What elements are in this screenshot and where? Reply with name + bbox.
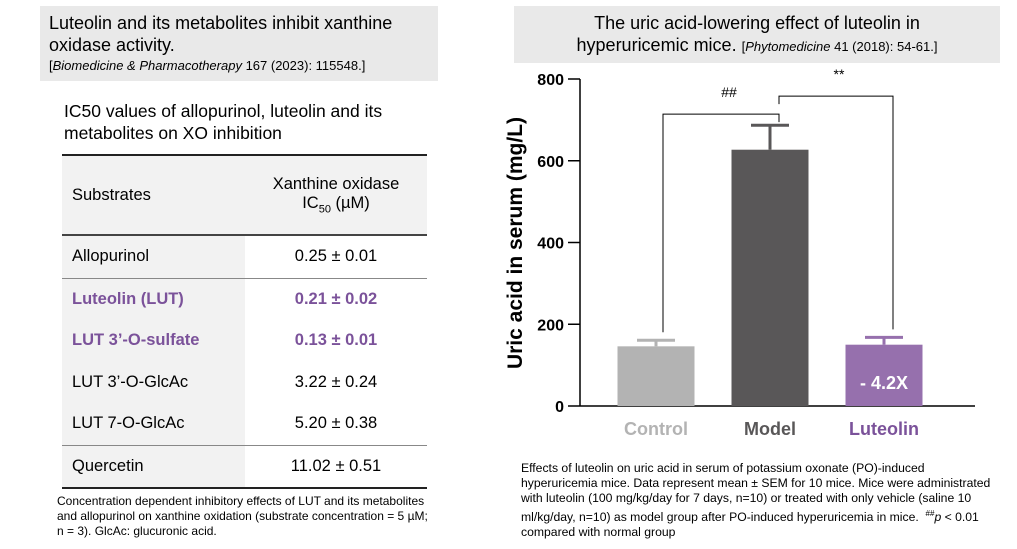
y-tick-label: 200 (537, 317, 564, 334)
bar-control (617, 346, 695, 406)
ic50-cell: 5.20 ± 0.38 (245, 403, 427, 446)
table-row: Quercetin 11.02 ± 0.51 (62, 445, 427, 489)
bar-annotation: - 4.2X (860, 373, 908, 393)
ic50-cell: 0.25 ± 0.01 (245, 235, 427, 279)
right-title: The uric acid-lowering effect of luteoli… (576, 13, 920, 55)
substrate-cell: LUT 3’-O-sulfate (62, 320, 245, 362)
significance-bracket (662, 113, 780, 333)
y-axis-label: Uric acid in serum (mg/L) (504, 117, 527, 369)
y-tick-label: 0 (555, 399, 564, 416)
left-note: Concentration dependent inhibitory effec… (57, 494, 428, 538)
ic50-cell: 0.13 ± 0.01 (294, 331, 378, 350)
right-title-box: The uric acid-lowering effect of luteoli… (514, 6, 1000, 63)
ic50-cell: 11.02 ± 0.51 (245, 445, 427, 489)
right-citation: [Phytomedicine 41 (2018): 54-61.] (741, 39, 938, 54)
table-row: LUT 7-O-GlcAc 5.20 ± 0.38 (62, 403, 427, 446)
table-row: Luteolin (LUT) 0.21 ± 0.02 (62, 278, 427, 320)
left-citation: [Biomedicine & Pharmacotherapy 167 (2023… (49, 58, 366, 73)
right-note: Effects of luteolin on uric acid in seru… (521, 461, 991, 540)
table-row: LUT 3’-O-GlcAc 3.22 ± 0.24 (62, 361, 427, 403)
x-label-control: Control (624, 419, 688, 439)
ic50-table: Substrates Xanthine oxidase IC50 (µM) All… (62, 154, 427, 489)
ic50-cell: 3.22 ± 0.24 (294, 372, 378, 391)
y-tick-label: 600 (537, 154, 564, 171)
table-row: LUT 3’-O-sulfate 0.13 ± 0.01 (62, 320, 427, 362)
substrate-cell: LUT 3’-O-GlcAc (62, 361, 245, 403)
header-ic50: Xanthine oxidase IC50 (µM) (245, 154, 427, 236)
table-caption: IC50 values of allopurinol, luteolin and… (64, 101, 383, 143)
significance-bracket (778, 95, 894, 330)
significance-label: ## (721, 84, 737, 100)
ic50-cell: 0.21 ± 0.02 (294, 289, 378, 308)
table-row: Allopurinol 0.25 ± 0.01 (62, 235, 427, 279)
substrate-cell: Luteolin (LUT) (62, 278, 245, 320)
x-label-luteolin: Luteolin (849, 419, 919, 439)
x-label-model: Model (744, 419, 796, 439)
left-title-box: Luteolin and its metabolites inhibit xan… (40, 6, 438, 81)
left-title: Luteolin and its metabolites inhibit xan… (49, 13, 393, 55)
y-tick-label: 800 (537, 72, 564, 89)
header-substrates: Substrates (62, 154, 245, 236)
significance-label: ** (834, 66, 845, 82)
bar-model (731, 149, 809, 406)
substrate-cell: Quercetin (62, 445, 245, 489)
bar-luteolin (845, 344, 923, 406)
substrate-cell: Allopurinol (62, 235, 245, 279)
substrate-cell: LUT 7-O-GlcAc (62, 403, 245, 446)
y-tick-label: 400 (537, 236, 564, 253)
